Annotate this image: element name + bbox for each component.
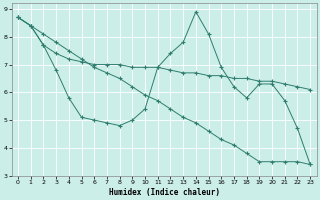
X-axis label: Humidex (Indice chaleur): Humidex (Indice chaleur) [108,188,220,197]
